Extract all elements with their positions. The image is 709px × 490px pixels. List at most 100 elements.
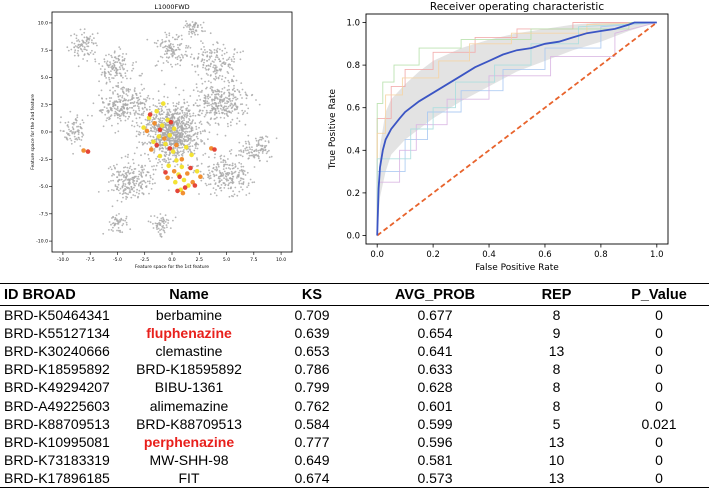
background-point — [186, 107, 189, 109]
background-point — [166, 102, 169, 105]
background-point — [131, 64, 134, 66]
background-point — [180, 106, 183, 108]
background-point — [118, 46, 121, 48]
background-point — [220, 68, 223, 71]
background-point — [203, 102, 206, 104]
cell-rep: 8 — [552, 397, 561, 414]
background-point — [159, 229, 161, 232]
background-point — [123, 106, 125, 109]
background-point — [165, 224, 168, 227]
background-point — [232, 89, 234, 91]
background-point — [162, 216, 164, 219]
highlight-point — [188, 165, 193, 171]
background-point — [141, 180, 144, 183]
background-point — [127, 153, 129, 156]
background-point — [147, 220, 150, 223]
x-tick-label: -7.5 — [86, 257, 95, 263]
background-point — [94, 58, 96, 61]
fold-curve — [376, 22, 657, 236]
background-point — [219, 172, 221, 174]
background-point — [122, 182, 125, 185]
background-point — [120, 218, 123, 221]
background-point — [77, 125, 80, 128]
background-point — [238, 171, 240, 174]
background-point — [128, 188, 131, 190]
background-point — [136, 124, 139, 127]
highlight-point — [180, 190, 186, 196]
background-point — [110, 229, 113, 231]
background-point — [69, 110, 72, 113]
background-point — [195, 86, 198, 89]
background-point — [200, 139, 202, 141]
background-point — [150, 129, 152, 132]
background-point — [183, 114, 185, 116]
background-point — [132, 97, 134, 99]
background-point — [144, 164, 147, 167]
background-point — [213, 51, 216, 54]
highlight-point — [177, 174, 182, 179]
header-ks: KS — [258, 283, 366, 306]
background-point — [184, 124, 187, 127]
background-point — [171, 36, 174, 39]
background-point — [245, 142, 248, 145]
background-point — [160, 110, 163, 113]
background-point — [230, 149, 233, 151]
background-point — [175, 48, 178, 51]
cell-name: MW-SHH-98 — [149, 451, 229, 468]
background-point — [117, 170, 119, 173]
background-point — [129, 99, 132, 101]
background-point — [213, 156, 216, 159]
x-tick-label: 0.2 — [426, 250, 440, 260]
background-point — [209, 193, 212, 196]
background-point — [122, 190, 125, 193]
cell-ks: 0.649 — [294, 451, 330, 468]
background-point — [149, 160, 151, 163]
background-point — [147, 171, 150, 174]
background-point — [159, 160, 162, 163]
background-point — [213, 69, 216, 71]
background-point — [185, 50, 187, 53]
background-point — [206, 60, 208, 62]
background-point — [179, 125, 181, 128]
background-point — [204, 152, 207, 155]
background-point — [242, 173, 245, 176]
background-point — [122, 219, 125, 222]
background-point — [223, 52, 226, 55]
background-point — [99, 68, 102, 70]
background-point — [77, 47, 80, 49]
background-point — [161, 163, 163, 166]
background-point — [212, 103, 215, 105]
background-point — [175, 102, 178, 105]
background-point — [248, 154, 251, 157]
background-point — [214, 93, 217, 96]
background-point — [85, 40, 88, 43]
background-point — [227, 115, 229, 118]
background-point — [219, 60, 222, 63]
background-point — [230, 195, 233, 197]
background-point — [251, 146, 253, 149]
chance-line — [376, 21, 658, 237]
background-point — [214, 97, 217, 100]
background-point — [196, 104, 199, 107]
background-point — [79, 44, 82, 47]
cell-rep: 13 — [548, 343, 565, 360]
background-point — [152, 126, 155, 129]
background-point — [259, 159, 261, 162]
background-point — [231, 110, 234, 112]
x-tick-label: 0.4 — [482, 250, 496, 260]
background-point — [182, 56, 184, 59]
background-point — [113, 224, 116, 227]
background-point — [76, 125, 78, 128]
background-point — [248, 146, 251, 149]
background-point — [147, 133, 150, 136]
background-point — [148, 141, 151, 144]
background-point — [164, 129, 167, 132]
background-point — [75, 37, 78, 40]
background-point — [110, 54, 113, 57]
background-point — [67, 126, 70, 128]
y-tick-label: 0.8 — [346, 61, 360, 71]
background-point — [190, 126, 193, 128]
background-point — [211, 88, 213, 91]
background-point — [192, 114, 194, 117]
background-point — [171, 132, 174, 135]
